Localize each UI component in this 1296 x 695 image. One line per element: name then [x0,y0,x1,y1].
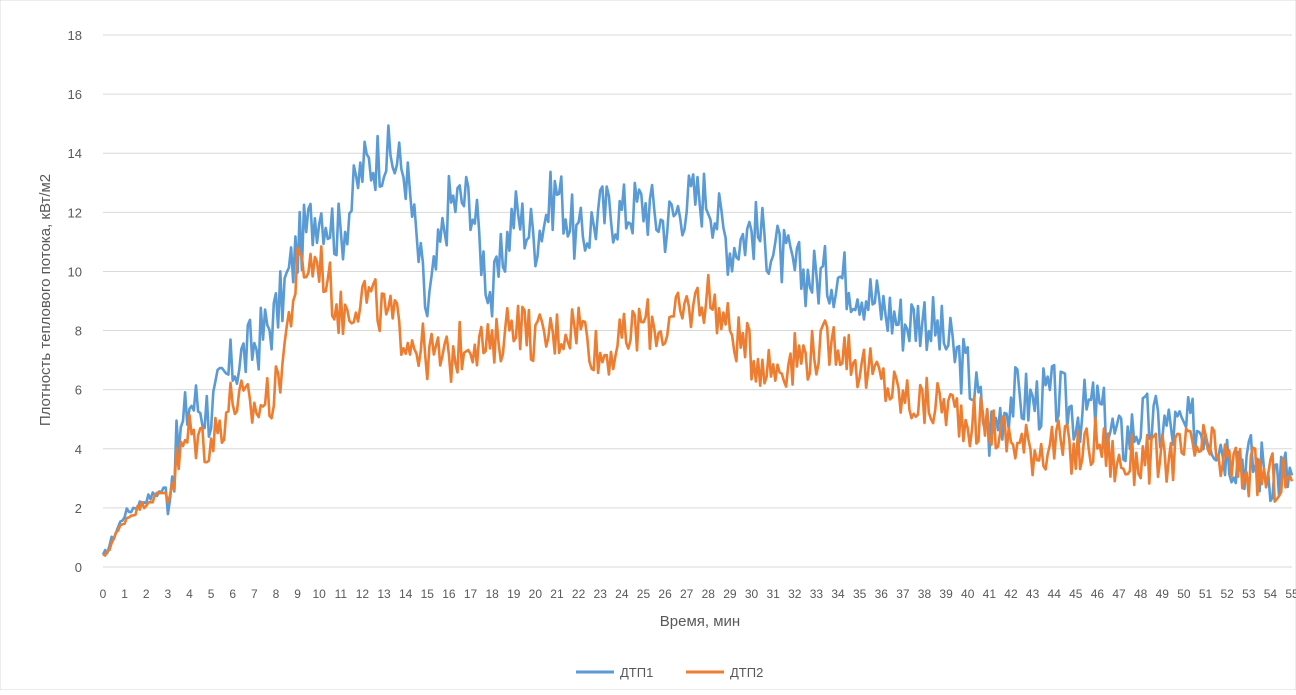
x-tick-label: 50 [1177,587,1191,601]
x-tick-label: 7 [251,587,258,601]
y-tick-label: 10 [68,264,82,279]
y-tick-label: 14 [68,146,82,161]
x-tick-label: 12 [356,587,370,601]
x-axis-label: Время, мин [660,613,740,630]
x-tick-label: 25 [637,587,651,601]
x-tick-label: 4 [186,587,193,601]
legend: ДТП1 ДТП2 [576,665,763,680]
x-tick-label: 3 [165,587,172,601]
x-tick-label: 24 [615,587,629,601]
x-tick-label: 33 [810,587,824,601]
x-tick-label: 10 [313,587,327,601]
x-tick-label: 47 [1112,587,1126,601]
y-tick-label: 16 [68,87,82,102]
x-tick-label: 13 [377,587,391,601]
x-tick-label: 51 [1199,587,1213,601]
x-tick-label: 29 [723,587,737,601]
x-tick-label: 36 [875,587,889,601]
legend-label: ДТП2 [730,665,763,680]
x-tick-label: 55 [1285,587,1296,601]
x-tick-label: 11 [335,587,348,601]
x-tick-label: 34 [831,587,845,601]
x-tick-label: 44 [1048,587,1062,601]
y-tick-label: 2 [75,501,82,516]
x-tick-label: 35 [853,587,867,601]
x-tick-label: 28 [702,587,716,601]
x-tick-label: 1 [121,587,128,601]
x-tick-label: 54 [1264,587,1278,601]
x-tick-label: 39 [939,587,953,601]
x-tick-label: 48 [1134,587,1148,601]
y-axis-label: Плотность теплового потока, кВт/м2 [37,174,54,426]
x-tick-label: 20 [529,587,543,601]
y-tick-label: 8 [75,324,82,339]
x-tick-label: 18 [485,587,499,601]
x-tick-label: 8 [273,587,280,601]
y-tick-label: 12 [68,205,82,220]
x-tick-label: 42 [1004,587,1018,601]
x-tick-label: 0 [100,587,107,601]
x-tick-label: 22 [572,587,586,601]
x-tick-label: 38 [918,587,932,601]
x-tick-label: 19 [507,587,521,601]
y-tick-label: 18 [68,28,82,43]
x-tick-label: 9 [294,587,301,601]
x-tick-label: 32 [788,587,802,601]
x-tick-label: 23 [594,587,608,601]
x-tick-label: 37 [896,587,910,601]
x-tick-label: 16 [442,587,456,601]
x-tick-label: 30 [745,587,759,601]
x-tick-label: 43 [1026,587,1040,601]
x-tick-label: 5 [208,587,215,601]
x-tick-label: 2 [143,587,150,601]
x-tick-label: 45 [1069,587,1083,601]
x-tick-label: 26 [658,587,672,601]
x-tick-label: 15 [421,587,435,601]
x-tick-label: 41 [983,587,997,601]
series-line-2 [102,245,1294,557]
y-tick-label: 0 [75,560,82,575]
x-tick-label: 40 [961,587,975,601]
series-line-1 [101,124,1294,556]
x-tick-label: 14 [399,587,413,601]
x-tick-label: 31 [766,587,780,601]
x-tick-label: 49 [1156,587,1170,601]
x-tick-label: 52 [1220,587,1234,601]
x-tick-label: 21 [550,587,564,601]
x-tick-label: 17 [464,587,478,601]
y-tick-label: 6 [75,383,82,398]
x-tick-label: 6 [229,587,236,601]
x-tick-label: 46 [1091,587,1105,601]
legend-label: ДТП1 [620,665,653,680]
y-tick-label: 4 [75,442,82,457]
x-tick-label: 27 [680,587,694,601]
x-tick-label: 53 [1242,587,1256,601]
